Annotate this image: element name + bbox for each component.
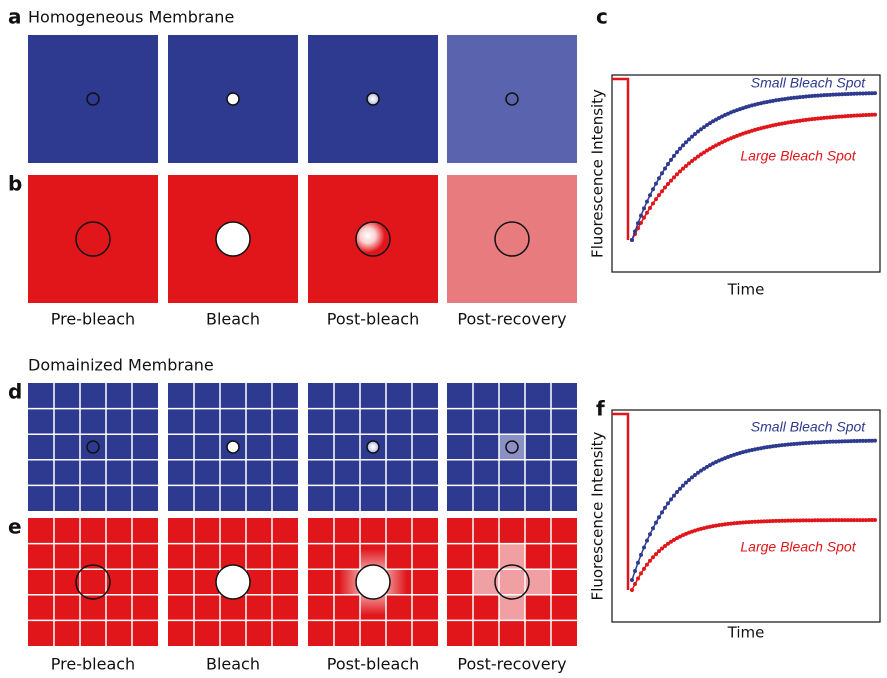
panel-label: f	[596, 397, 605, 421]
membrane-panel	[28, 175, 158, 303]
panel-label: e	[8, 515, 22, 539]
curve-label: Large Bleach Spot	[740, 148, 856, 164]
membrane	[28, 35, 158, 163]
membrane-panel	[308, 175, 438, 303]
curve-label: Small Bleach Spot	[751, 419, 867, 435]
recovery-curve	[632, 115, 875, 240]
membrane-panel	[28, 518, 158, 646]
membrane	[28, 518, 158, 646]
membrane-panel	[308, 35, 438, 163]
column-label: Post-recovery	[457, 310, 566, 329]
panel-label: c	[596, 5, 608, 29]
column-label: Post-bleach	[327, 655, 419, 674]
section-title: Domainized Membrane	[28, 356, 214, 375]
column-label: Bleach	[206, 655, 260, 674]
membrane-panel	[308, 383, 438, 511]
x-axis-label: Time	[727, 281, 765, 299]
panel-label: b	[8, 172, 22, 196]
recovered-domain	[499, 434, 525, 460]
prebleach-line	[612, 79, 628, 240]
bleach-spot	[367, 93, 379, 105]
column-label: Bleach	[206, 310, 260, 329]
membrane-panel	[447, 518, 577, 646]
x-axis-label: Time	[727, 624, 765, 642]
prebleach-line	[612, 414, 628, 590]
membrane	[28, 383, 158, 511]
curve-label: Small Bleach Spot	[751, 75, 867, 91]
membrane-panel	[447, 35, 577, 163]
panel-label: d	[8, 380, 22, 404]
bleach-spot	[227, 93, 239, 105]
y-axis-label: Fluorescence Intensity	[589, 431, 607, 600]
bleach-spot	[356, 565, 390, 599]
recovered-domain	[499, 544, 525, 621]
membrane	[28, 175, 158, 303]
bleach-spot	[216, 565, 250, 599]
membrane-panel	[308, 518, 438, 646]
section-title: Homogeneous Membrane	[28, 8, 234, 27]
column-label: Post-bleach	[327, 310, 419, 329]
membrane	[447, 175, 577, 303]
bleach-spot	[227, 441, 239, 453]
membrane-panel	[28, 35, 158, 163]
membrane-panel	[168, 383, 298, 511]
curve-label: Large Bleach Spot	[740, 539, 856, 555]
membrane	[447, 35, 577, 163]
figure: Homogeneous Membrane a b Pre-bleach Bleach Po…	[0, 0, 887, 678]
membrane-panel	[168, 175, 298, 303]
bleach-spot	[216, 222, 250, 256]
recovery-curve	[632, 441, 875, 580]
membrane-panel	[447, 175, 577, 303]
membrane-panel	[28, 383, 158, 511]
membrane-panel	[447, 383, 577, 511]
bleach-spot	[367, 441, 379, 453]
recovery-curve	[632, 520, 875, 590]
membrane-panel	[168, 35, 298, 163]
y-axis-label: Fluorescence Intensity	[589, 89, 607, 258]
panel-label: a	[8, 5, 22, 29]
column-label: Pre-bleach	[51, 655, 135, 674]
membrane-panel	[168, 518, 298, 646]
column-label: Post-recovery	[457, 655, 566, 674]
bleach-spot	[356, 222, 390, 256]
column-label: Pre-bleach	[51, 310, 135, 329]
plot-frame	[612, 75, 880, 272]
